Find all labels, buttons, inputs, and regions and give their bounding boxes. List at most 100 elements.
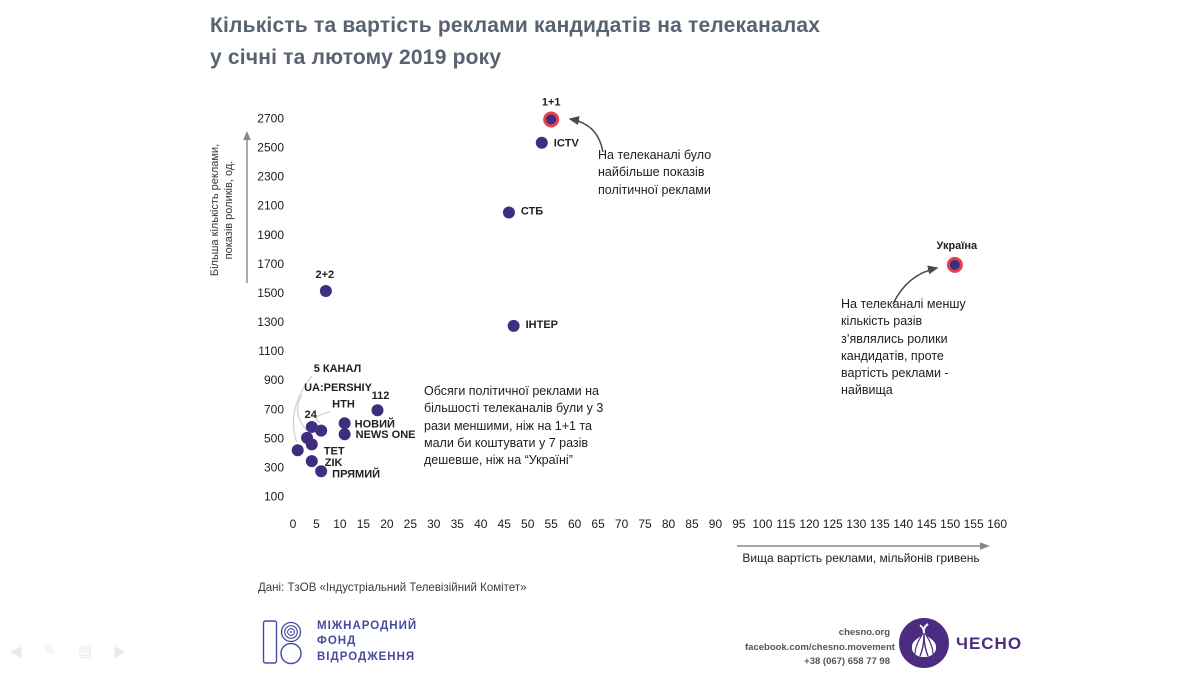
y-tick-label: 1700 <box>257 257 284 271</box>
x-tick-label: 5 <box>313 517 320 531</box>
point-label-Україна: Україна <box>937 240 979 252</box>
data-source: Дані: ТзОВ «Індустріальний Телевізійний … <box>258 582 527 594</box>
x-tick-label: 0 <box>290 517 297 531</box>
chesno-facebook[interactable]: facebook.com/chesno.movement <box>745 641 895 653</box>
y-tick-label: 1100 <box>258 344 284 358</box>
irf-line-3: ВІДРОДЖЕННЯ <box>317 650 416 663</box>
data-point-1+1 <box>543 111 560 128</box>
y-tick-label: 2100 <box>257 199 284 213</box>
x-tick-label: 150 <box>940 517 960 531</box>
data-point-ТЕТ <box>305 438 318 451</box>
point-label-НТН: НТН <box>332 399 355 411</box>
irf-logo-block: МІЖНАРОДНИЙ ФОНД ВІДРОДЖЕННЯ <box>262 617 417 667</box>
chesno-website[interactable]: chesno.org <box>838 627 890 638</box>
y-axis-title-line-2: показів роликів, од. <box>223 160 236 260</box>
x-tick-label: 55 <box>544 517 558 531</box>
y-tick-label: 900 <box>264 373 284 387</box>
y-tick-label: 1900 <box>257 228 284 242</box>
data-point-Україна <box>946 256 963 273</box>
x-tick-label: 50 <box>521 517 535 531</box>
y-tick-label: 300 <box>264 460 284 474</box>
pen-icon[interactable] <box>44 642 57 660</box>
point-label-1+1: 1+1 <box>542 96 561 108</box>
irf-line-1: МІЖНАРОДНИЙ <box>317 619 418 632</box>
x-tick-label: 70 <box>615 517 629 531</box>
data-point-ZIK <box>305 455 318 468</box>
x-tick-label: 130 <box>846 517 866 531</box>
point-label-5 КАНАЛ: 5 КАНАЛ <box>314 363 362 375</box>
data-point-2+2 <box>319 285 332 298</box>
x-tick-label: 15 <box>357 517 371 531</box>
x-tick-label: 160 <box>987 517 1007 531</box>
point-label-ІНТЕР: ІНТЕР <box>526 319 558 331</box>
chesno-phone: +38 (067) 658 77 98 <box>804 656 890 668</box>
chesno-garlic-logo-icon <box>899 618 949 668</box>
x-tick-label: 35 <box>451 517 465 531</box>
point-label-2+2: 2+2 <box>316 269 335 281</box>
point-label-НОВИЙ: НОВИЙ <box>355 417 395 430</box>
title-line-1: Кількість та вартість реклами кандидатів… <box>210 14 821 37</box>
data-point-СТБ <box>502 206 515 219</box>
data-point-ІНТЕР <box>507 319 520 332</box>
annotation-cluster-comparison: Обсяги політичної реклами на більшості т… <box>424 384 604 467</box>
chesno-contact-block: chesno.org facebook.com/chesno.movement … <box>745 626 895 670</box>
x-tick-label: 155 <box>964 517 984 531</box>
x-tick-label: 100 <box>752 517 772 531</box>
leader-line <box>296 394 307 431</box>
x-tick-label: 90 <box>709 517 723 531</box>
annotation-arrow-to-ukraina <box>892 265 939 305</box>
x-tick-label: 135 <box>870 517 890 531</box>
irf-line-2: ФОНД <box>317 635 357 648</box>
irf-logo-icon <box>262 620 302 665</box>
point-label-ICTV: ICTV <box>554 138 580 150</box>
data-point-ПРЯМИЙ <box>315 465 328 478</box>
data-point-НТН <box>315 424 328 437</box>
data-point-5 КАНАЛ <box>291 444 304 457</box>
annotation-ukraina-price: На телеканалі меншу кількість разів з’яв… <box>841 297 966 398</box>
x-tick-label: 95 <box>732 517 746 531</box>
y-tick-label: 1500 <box>257 286 284 300</box>
y-tick-label: 2500 <box>257 141 284 155</box>
y-tick-label: 500 <box>264 431 284 445</box>
title-line-2: у січні та лютому 2019 року <box>210 45 502 69</box>
x-tick-label: 115 <box>776 517 795 531</box>
y-tick-label: 1300 <box>257 315 284 329</box>
annotation-arrow-to-1+1 <box>568 116 604 153</box>
y-tick-label: 2700 <box>257 112 284 126</box>
x-axis-arrowhead-icon <box>980 542 990 550</box>
y-tick-label: 2300 <box>257 170 284 184</box>
x-tick-label: 25 <box>404 517 418 531</box>
data-point-НОВИЙ <box>338 417 351 430</box>
annotation-most-ads: На телеканалі було найбільше показів пол… <box>598 148 712 197</box>
slide-sorter-icon[interactable] <box>78 642 92 660</box>
point-label-UA:PERSHIY: UA:PERSHIY <box>304 382 373 394</box>
point-label-СТБ: СТБ <box>521 205 543 217</box>
x-tick-label: 10 <box>333 517 347 531</box>
data-point-ICTV <box>535 136 548 149</box>
y-axis-arrowhead-icon <box>243 131 251 140</box>
x-tick-label: 85 <box>685 517 699 531</box>
point-label-ZIK: ZIK <box>325 457 343 469</box>
y-axis-title: Більша кількість реклами, показів роликів… <box>208 124 238 296</box>
y-tick-label: 700 <box>264 402 284 416</box>
y-tick-label: 100 <box>264 489 284 503</box>
point-label-ТЕТ: ТЕТ <box>324 445 345 457</box>
x-tick-label: 125 <box>823 517 843 531</box>
back-arrow-icon[interactable] <box>10 642 22 660</box>
point-label-24: 24 <box>305 409 318 421</box>
x-tick-label: 140 <box>893 517 913 531</box>
x-tick-label: 120 <box>799 517 819 531</box>
point-label-NEWS ONE: NEWS ONE <box>356 429 416 441</box>
data-point-112 <box>371 404 384 417</box>
forward-arrow-icon[interactable] <box>114 642 126 660</box>
data-point-24 <box>305 420 318 433</box>
x-tick-label: 30 <box>427 517 441 531</box>
x-tick-label: 45 <box>498 517 512 531</box>
page-title: Кількість та вартість реклами кандидатів… <box>210 10 1050 73</box>
leader-line <box>292 375 313 443</box>
x-tick-label: 60 <box>568 517 582 531</box>
y-axis-title-line-1: Більша кількість реклами, <box>209 143 221 277</box>
x-tick-label: 65 <box>591 517 605 531</box>
irf-logo-text: МІЖНАРОДНИЙ ФОНД ВІДРОДЖЕННЯ <box>317 619 417 666</box>
